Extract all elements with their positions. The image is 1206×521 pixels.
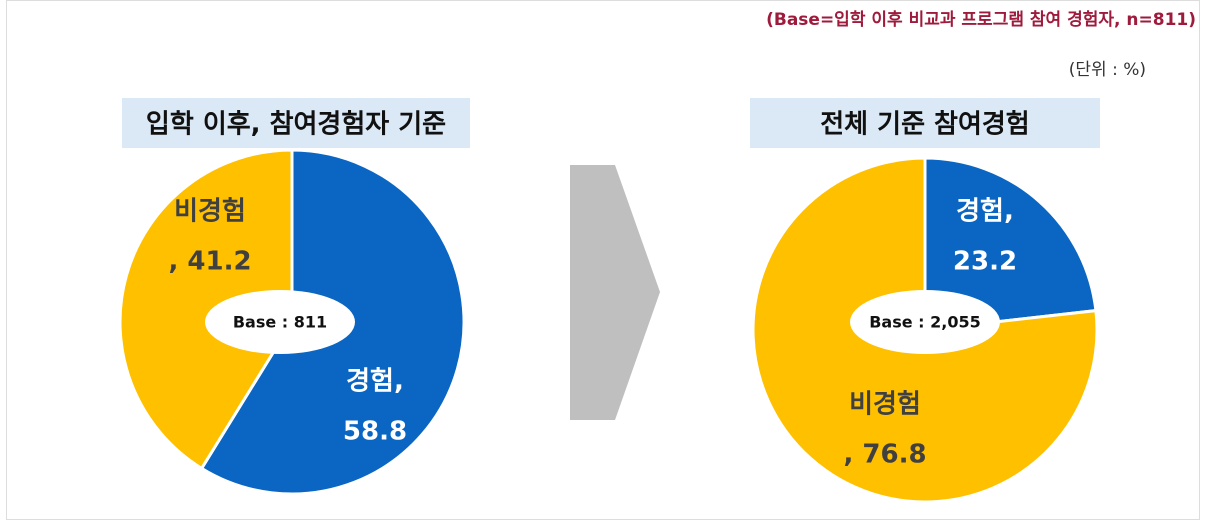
base-note: (Base=입학 이후 비교과 프로그램 참여 경험자, n=811)	[766, 9, 1196, 30]
title-box	[122, 98, 470, 148]
slice-value: , 76.8	[843, 440, 926, 470]
title-box	[750, 98, 1100, 148]
center-ellipse	[205, 290, 355, 354]
slice-value: , 41.2	[168, 247, 251, 277]
slice-category: 비경험	[174, 197, 246, 227]
center-label: Base : 2,055	[869, 313, 981, 332]
slice-value: 23.2	[953, 247, 1017, 277]
pie-slice	[118, 148, 294, 471]
center-ellipse	[850, 290, 1000, 354]
pie-title: 전체 기준 참여경험	[820, 110, 1029, 140]
pie-title: 입학 이후, 참여경험자 기준	[146, 110, 446, 140]
unit-label: (단위 : %)	[1069, 60, 1146, 80]
arrow	[570, 165, 660, 420]
slice-category: 경험,	[956, 197, 1014, 227]
pie-slice	[751, 156, 1099, 504]
slice-category: 비경험	[849, 390, 921, 420]
slice-value: 58.8	[343, 417, 407, 447]
pie-slice	[923, 156, 1098, 332]
slice-category: 경험,	[346, 367, 404, 397]
center-label: Base : 811	[233, 313, 327, 332]
